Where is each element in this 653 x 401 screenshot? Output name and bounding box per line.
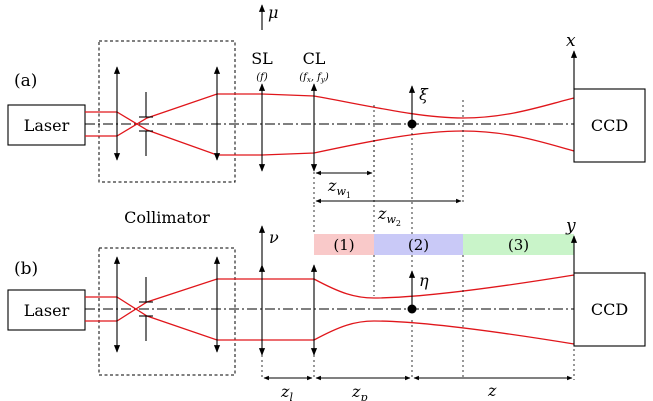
panel-b-label: (b) — [14, 259, 38, 279]
region-2-label: (2) — [408, 236, 429, 254]
collimator-box-a — [98, 40, 236, 183]
region-3-label: (3) — [508, 236, 529, 254]
beam-bottom-a — [261, 130, 575, 156]
beam-top-a — [261, 93, 575, 119]
beam-top-b — [262, 274, 575, 299]
mu-axis-label: μ — [268, 3, 278, 22]
laser-box-a — [7, 104, 86, 146]
cl-focal-label: (fx, fy) — [299, 72, 329, 84]
laser-box-b — [7, 289, 86, 331]
z-label: z — [487, 381, 497, 400]
zp-label: zp — [351, 382, 367, 401]
nu-axis-label: ν — [269, 228, 279, 247]
ccd-label-b: CCD — [591, 300, 628, 319]
ccd-label-a: CCD — [591, 116, 628, 135]
ccd-box-b — [573, 272, 646, 347]
sl-label: SL — [251, 49, 273, 68]
beam-bottom-b — [262, 320, 575, 345]
xi-axis-label: ξ — [419, 85, 429, 104]
eta-axis-label: η — [419, 271, 429, 290]
collimator-label: Collimator — [124, 208, 210, 227]
panel-a-label: (a) — [14, 71, 37, 91]
laser-label-b: Laser — [24, 301, 70, 320]
xi-origin-dot — [407, 119, 417, 129]
y-axis-label: y — [565, 216, 576, 236]
zw1-label: zw1 — [327, 176, 351, 200]
beam-ray-a-1 — [85, 111, 262, 156]
laser-label-a: Laser — [24, 116, 70, 135]
beam-ray-a-2 — [85, 93, 262, 137]
region-1-label: (1) — [333, 236, 354, 254]
panel-a: (a) Laser μ SL (f) CL (fx, fy) — [7, 3, 646, 228]
zl-label: zl — [280, 382, 293, 401]
x-axis-label: x — [566, 31, 576, 51]
regions: (1) (2) (3) — [314, 234, 574, 255]
sl-focal-label: (f) — [256, 72, 268, 83]
region-1-band — [314, 234, 374, 255]
cl-label: CL — [303, 49, 326, 68]
region-2-band — [374, 234, 463, 255]
eta-origin-dot — [407, 304, 417, 314]
region-3-band — [463, 234, 574, 255]
zw2-label: zw2 — [377, 204, 401, 228]
panel-b: (b) Laser ν — [7, 130, 646, 401]
collimator-box-b — [98, 247, 236, 376]
ccd-box-a — [573, 88, 646, 163]
